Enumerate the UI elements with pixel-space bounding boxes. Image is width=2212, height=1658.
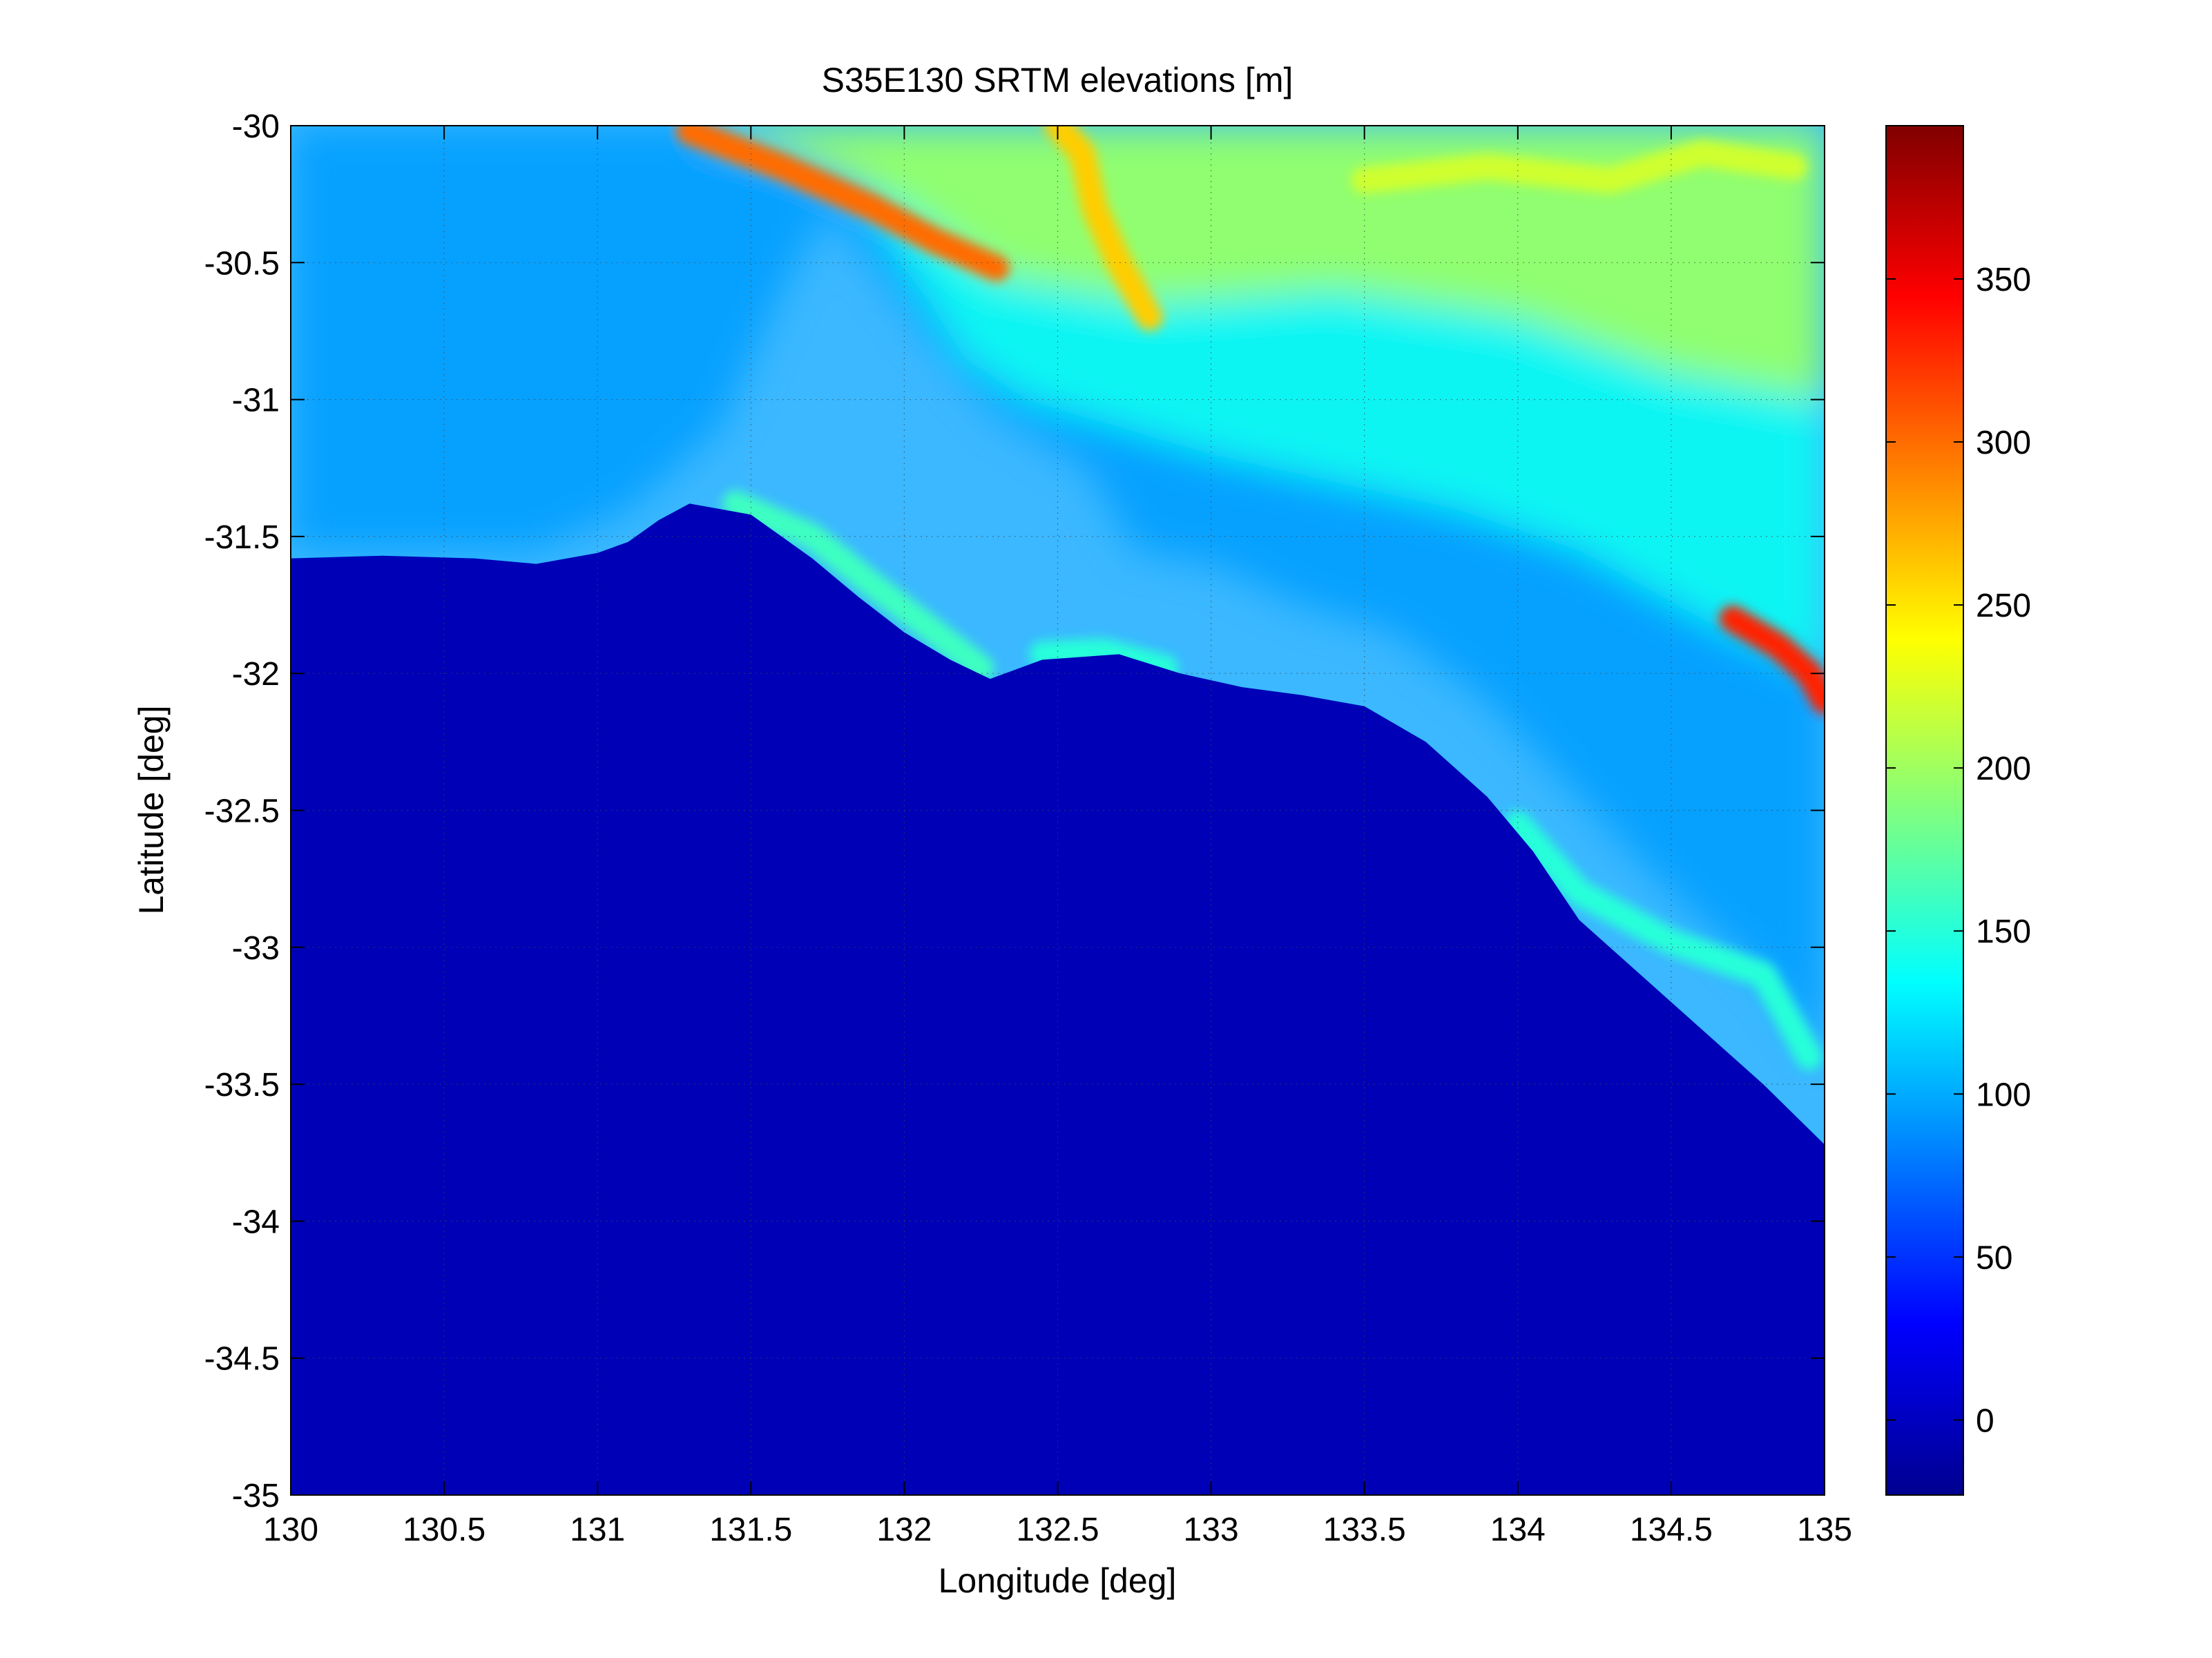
colorbar-tick-label: 250 bbox=[1976, 588, 2031, 624]
x-tick-label: 134 bbox=[1490, 1512, 1546, 1548]
x-tick-label: 130.5 bbox=[403, 1512, 485, 1548]
x-tick-label: 135 bbox=[1797, 1512, 1852, 1548]
x-tick-label: 130 bbox=[263, 1512, 318, 1548]
y-tick-label: -30 bbox=[232, 108, 280, 145]
x-tick-label: 134.5 bbox=[1630, 1512, 1713, 1548]
y-tick-label: -35 bbox=[232, 1478, 280, 1514]
y-tick-label: -31 bbox=[232, 383, 280, 419]
x-tick-label: 131.5 bbox=[709, 1512, 792, 1548]
ridge-4 bbox=[1719, 605, 1825, 714]
ridge-1 bbox=[676, 126, 1010, 282]
y-tick-label: -34.5 bbox=[204, 1341, 280, 1378]
x-axis: 130 130.5 131 131.5 132 132.5 133 133.5 134 134.5… bbox=[263, 126, 1852, 1548]
colorbar-ticks: 0 50 100 150 200 250 300 350 bbox=[1886, 262, 2031, 1439]
y-axis: -30 -30.5 -31 -31.5 -32 -32.5 -33 -33.5 -34 -34.5… bbox=[204, 108, 1825, 1514]
y-tick-label: -30.5 bbox=[204, 245, 280, 282]
colorbar-tick-label: 50 bbox=[1976, 1240, 2012, 1276]
chart-title: S35E130 SRTM elevations [m] bbox=[822, 61, 1293, 99]
y-tick-label: -31.5 bbox=[204, 519, 280, 556]
x-tick-label: 133.5 bbox=[1323, 1512, 1406, 1548]
y-axis-label: Latitude [deg] bbox=[132, 705, 171, 914]
ridge-7 bbox=[1504, 811, 1823, 1070]
colorbar-tick-label: 200 bbox=[1976, 751, 2031, 787]
colorbar-tick-label: 150 bbox=[1976, 914, 2031, 950]
ridge-3 bbox=[1351, 139, 1807, 194]
terrain-ridges bbox=[676, 126, 1825, 1070]
y-tick-label: -32 bbox=[232, 656, 280, 693]
colorbar-tick-label: 100 bbox=[1976, 1077, 2031, 1113]
x-tick-label: 133 bbox=[1184, 1512, 1239, 1548]
y-tick-label: -33 bbox=[232, 930, 280, 967]
heatmap-plot bbox=[291, 126, 1825, 1495]
x-tick-label: 132.5 bbox=[1016, 1512, 1099, 1548]
colorbar bbox=[1885, 125, 1964, 1496]
x-tick-label: 131 bbox=[570, 1512, 625, 1548]
x-tick-label: 132 bbox=[876, 1512, 932, 1548]
elevation-band-3 bbox=[689, 126, 1825, 400]
x-axis-label: Longitude [deg] bbox=[939, 1561, 1177, 1600]
y-tick-label: -32.5 bbox=[204, 793, 280, 830]
y-tick-label: -33.5 bbox=[204, 1067, 280, 1103]
colorbar-tick-label: 300 bbox=[1976, 425, 2031, 461]
colorbar-tick-label: 350 bbox=[1976, 262, 2031, 298]
ridge-5 bbox=[722, 490, 994, 682]
y-tick-label: -34 bbox=[232, 1204, 280, 1240]
ridge-2 bbox=[1044, 126, 1163, 331]
colorbar-tick-label: 0 bbox=[1976, 1402, 1994, 1439]
